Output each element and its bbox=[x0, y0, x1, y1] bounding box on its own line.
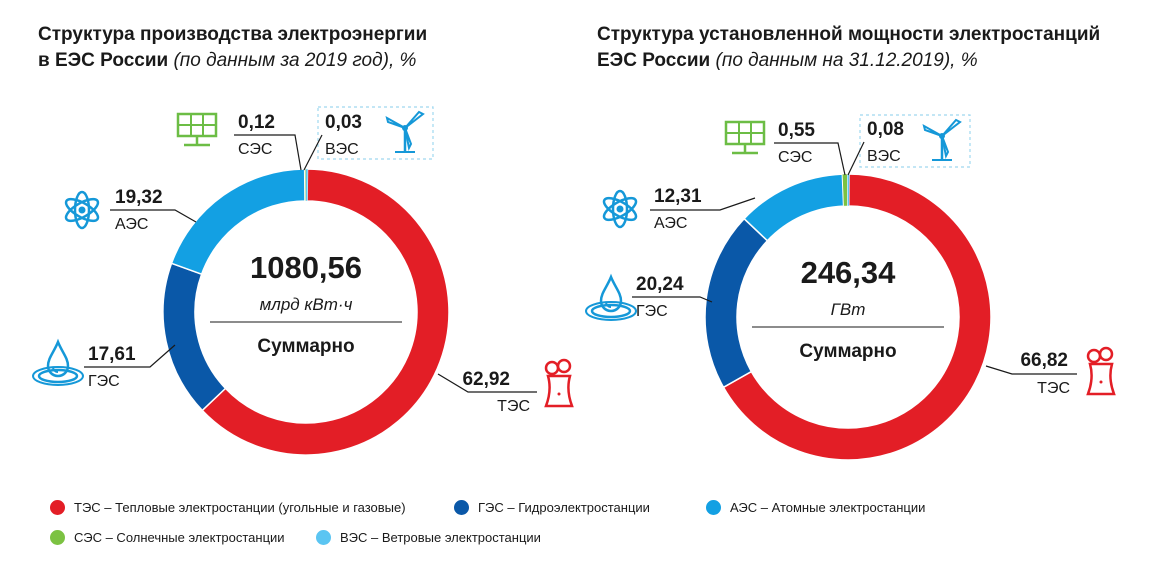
left-label-ses: СЭС bbox=[238, 141, 272, 158]
left-label-ves: ВЭС bbox=[325, 141, 359, 158]
right-total-unit: ГВт bbox=[831, 300, 866, 319]
left-callout-box-ves bbox=[317, 106, 434, 160]
left-chart-title: Структура производства электроэнергии в … bbox=[38, 22, 427, 74]
legend-label-aes: АЭС – Атомные электростанции bbox=[730, 499, 926, 515]
legend-swatch-tes bbox=[50, 499, 65, 515]
right-total-label: Суммарно bbox=[799, 341, 896, 362]
left-leader-aes bbox=[110, 209, 197, 223]
legend-label-tes: ТЭС – Тепловые электростанции (угольные … bbox=[74, 499, 406, 515]
right-callout-box-ves bbox=[859, 114, 971, 168]
right-total-value: 246,34 bbox=[801, 255, 897, 290]
right-title-line2-italic: (по данным на 31.12.2019), % bbox=[715, 50, 978, 71]
left-leader-ves bbox=[303, 134, 323, 171]
right-leader-aes bbox=[650, 197, 756, 211]
right-leader-ses bbox=[774, 142, 846, 176]
left-slice-ges bbox=[162, 262, 227, 412]
legend-item-ges: ГЭС – Гидроэлектростанции bbox=[454, 499, 706, 515]
legend-item-aes: АЭС – Атомные электростанции bbox=[706, 499, 926, 515]
right-power-plant-icon bbox=[1086, 346, 1116, 396]
right-atom-icon bbox=[602, 189, 638, 229]
right-label-ses: СЭС bbox=[778, 149, 812, 166]
left-value-ses: 0,12 bbox=[238, 112, 275, 133]
left-leader-ges bbox=[84, 344, 176, 368]
left-title-line1: Структура производства электроэнергии bbox=[38, 24, 428, 45]
legend-swatch-ses bbox=[50, 529, 65, 545]
left-atom-icon bbox=[64, 190, 100, 230]
legend-item-ves: ВЭС – Ветровые электростанции bbox=[316, 529, 541, 545]
left-water-drop-icon bbox=[32, 338, 84, 386]
right-solar-panel-icon bbox=[724, 120, 766, 155]
legend-swatch-ges bbox=[454, 499, 469, 515]
right-leader-tes bbox=[985, 365, 1077, 375]
left-label-tes: ТЭС bbox=[497, 398, 530, 415]
right-title-line1: Структура установленной мощности электро… bbox=[597, 24, 1101, 45]
left-title-line2-bold: в ЕЭС России bbox=[38, 50, 169, 71]
legend-item-ses: СЭС – Солнечные электростанции bbox=[50, 529, 316, 545]
right-slice-ves bbox=[847, 173, 850, 207]
right-slice-tes bbox=[722, 173, 992, 461]
right-label-tes: ТЭС bbox=[1037, 380, 1070, 397]
right-donut: 246,34 ГВт Суммарно 66,82 ТЭС 20,24 ГЭС 12,31 АЭ… bbox=[585, 114, 1116, 461]
left-power-plant-icon bbox=[544, 358, 574, 408]
right-slice-ges bbox=[704, 217, 769, 389]
right-leader-ges bbox=[632, 296, 713, 303]
left-solar-panel-icon bbox=[176, 112, 218, 147]
left-value-tes: 62,92 bbox=[462, 369, 510, 390]
right-value-ges: 20,24 bbox=[636, 274, 684, 295]
legend-row-1: ТЭС – Тепловые электростанции (угольные … bbox=[50, 492, 1150, 522]
left-value-ves: 0,03 bbox=[325, 112, 362, 133]
legend: ТЭС – Тепловые электростанции (угольные … bbox=[50, 492, 1150, 552]
left-slice-ves bbox=[305, 168, 309, 202]
left-leader-tes bbox=[437, 373, 537, 393]
legend-swatch-aes bbox=[706, 499, 721, 515]
right-value-ses: 0,55 bbox=[778, 120, 815, 141]
right-value-ves: 0,08 bbox=[867, 119, 904, 140]
left-wind-turbine-icon bbox=[385, 110, 425, 153]
legend-item-tes: ТЭС – Тепловые электростанции (угольные … bbox=[50, 499, 454, 515]
legend-label-ges: ГЭС – Гидроэлектростанции bbox=[478, 499, 650, 515]
left-value-ges: 17,61 bbox=[88, 344, 136, 365]
legend-swatch-ves bbox=[316, 529, 331, 545]
right-leader-ves bbox=[847, 141, 865, 176]
right-label-ges: ГЭС bbox=[636, 303, 668, 320]
left-value-aes: 19,32 bbox=[115, 187, 163, 208]
right-chart-title: Структура установленной мощности электро… bbox=[597, 22, 1100, 74]
legend-label-ves: ВЭС – Ветровые электростанции bbox=[340, 529, 541, 545]
left-total-label: Суммарно bbox=[257, 336, 354, 357]
left-total-value: 1080,56 bbox=[250, 250, 362, 285]
right-wind-turbine-icon bbox=[922, 118, 962, 161]
right-label-ves: ВЭС bbox=[867, 148, 901, 165]
left-title-line2-italic: (по данным за 2019 год), % bbox=[173, 50, 417, 71]
left-leader-ses bbox=[234, 134, 302, 171]
donut-charts: 1080,56 млрд кВт·ч Суммарно 62,92 ТЭС 17,61 ГЭ… bbox=[32, 106, 1116, 461]
left-total-unit: млрд кВт·ч bbox=[260, 295, 353, 314]
right-title-line2-bold: ЕЭС России bbox=[597, 50, 711, 71]
left-label-ges: ГЭС bbox=[88, 373, 120, 390]
legend-row-2: СЭС – Солнечные электростанции ВЭС – Вет… bbox=[50, 522, 1150, 552]
left-label-aes: АЭС bbox=[115, 216, 148, 233]
right-value-aes: 12,31 bbox=[654, 186, 702, 207]
right-label-aes: АЭС bbox=[654, 215, 687, 232]
right-slice-aes bbox=[743, 173, 845, 242]
right-value-tes: 66,82 bbox=[1020, 350, 1068, 371]
left-donut: 1080,56 млрд кВт·ч Суммарно 62,92 ТЭС 17,61 ГЭ… bbox=[32, 106, 574, 456]
right-water-drop-icon bbox=[585, 273, 637, 321]
left-slice-tes bbox=[201, 168, 450, 456]
legend-label-ses: СЭС – Солнечные электростанции bbox=[74, 529, 285, 545]
